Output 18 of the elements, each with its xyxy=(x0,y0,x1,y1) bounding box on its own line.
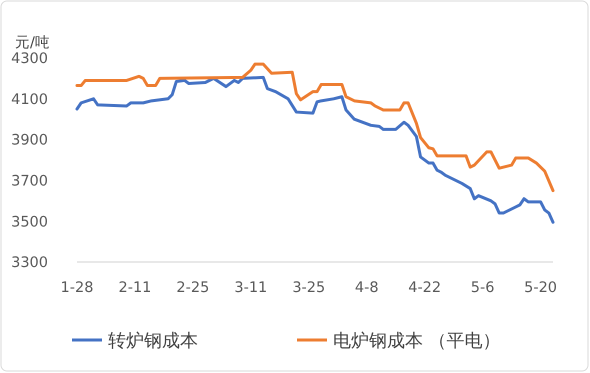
x-tick-label: 1-28 xyxy=(60,280,94,296)
x-tick-label: 5-20 xyxy=(524,280,558,296)
x-tick-label: 4-22 xyxy=(408,280,442,296)
x-tick-label: 2-11 xyxy=(118,280,152,296)
x-tick-label: 5-6 xyxy=(470,280,494,296)
y-tick-label: 3700 xyxy=(11,173,48,190)
y-tick-label: 3300 xyxy=(11,255,48,272)
x-tick-label: 2-25 xyxy=(176,280,210,296)
y-tick-label: 4300 xyxy=(11,51,48,68)
x-tick-label: 3-11 xyxy=(234,280,268,296)
x-tick-label: 3-25 xyxy=(292,280,326,296)
x-tick-label: 4-8 xyxy=(354,280,379,296)
y-tick-label: 3900 xyxy=(11,132,48,149)
y-axis-title: 元/吨 xyxy=(15,34,50,51)
y-tick-label: 3500 xyxy=(11,214,48,230)
legend-label: 电炉钢成本 （平电） xyxy=(333,330,501,352)
legend-label: 转炉钢成本 xyxy=(108,330,198,352)
y-tick-label: 4100 xyxy=(11,92,48,108)
